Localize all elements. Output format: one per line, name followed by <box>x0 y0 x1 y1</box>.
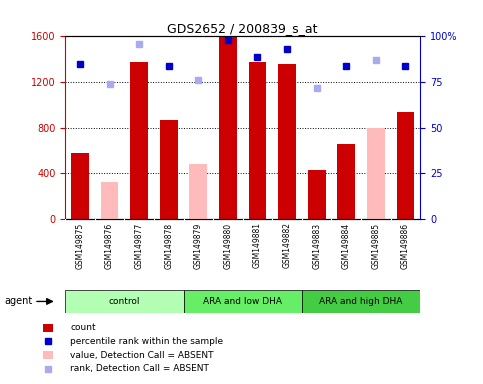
Bar <box>43 351 53 359</box>
Bar <box>184 290 302 313</box>
Text: GSM149886: GSM149886 <box>401 222 410 268</box>
Text: ARA and high DHA: ARA and high DHA <box>319 297 403 306</box>
Bar <box>337 144 355 219</box>
Bar <box>65 290 184 313</box>
Text: ARA and low DHA: ARA and low DHA <box>203 297 282 306</box>
Text: GSM149885: GSM149885 <box>371 222 380 268</box>
Text: GSM149875: GSM149875 <box>75 222 85 269</box>
Text: GSM149878: GSM149878 <box>164 222 173 268</box>
Text: control: control <box>109 297 140 306</box>
Text: count: count <box>70 323 96 332</box>
Text: percentile rank within the sample: percentile rank within the sample <box>70 337 223 346</box>
Text: GSM149884: GSM149884 <box>342 222 351 268</box>
Text: agent: agent <box>5 296 33 306</box>
Bar <box>367 127 384 219</box>
Bar <box>160 120 178 219</box>
Bar <box>278 64 296 219</box>
Bar <box>219 36 237 219</box>
Bar <box>101 182 118 219</box>
Bar <box>308 170 326 219</box>
Title: GDS2652 / 200839_s_at: GDS2652 / 200839_s_at <box>168 22 318 35</box>
Bar <box>71 153 89 219</box>
Bar <box>130 61 148 219</box>
Text: GSM149882: GSM149882 <box>283 222 292 268</box>
Bar <box>189 164 207 219</box>
Text: GSM149883: GSM149883 <box>312 222 321 268</box>
Text: rank, Detection Call = ABSENT: rank, Detection Call = ABSENT <box>70 364 209 373</box>
Text: value, Detection Call = ABSENT: value, Detection Call = ABSENT <box>70 351 213 360</box>
Text: GSM149876: GSM149876 <box>105 222 114 269</box>
Text: GSM149879: GSM149879 <box>194 222 203 269</box>
Bar <box>397 112 414 219</box>
Bar <box>43 324 53 332</box>
Bar <box>302 290 420 313</box>
Text: GSM149880: GSM149880 <box>224 222 232 268</box>
Text: GSM149877: GSM149877 <box>135 222 143 269</box>
Text: GSM149881: GSM149881 <box>253 222 262 268</box>
Bar <box>249 61 267 219</box>
